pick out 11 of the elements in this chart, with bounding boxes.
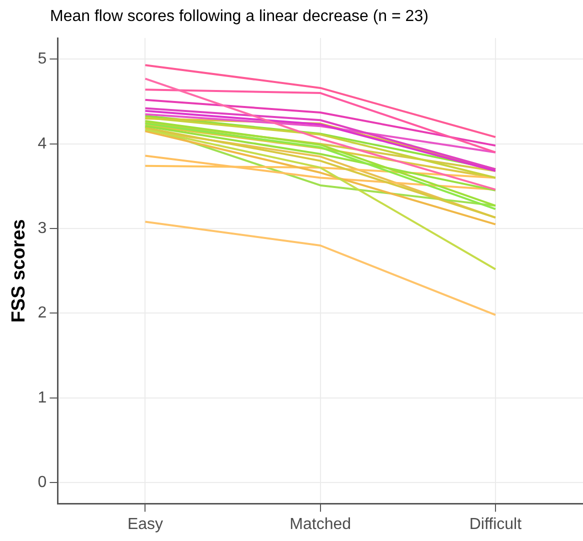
- y-tick-label: 5: [38, 50, 47, 68]
- y-axis-title: FSS scores: [8, 219, 30, 323]
- y-tick-label: 2: [38, 304, 47, 322]
- y-tick-label: 3: [38, 220, 47, 237]
- x-tick-label: Difficult: [469, 516, 522, 533]
- x-tick-label: Easy: [127, 516, 164, 533]
- x-tick-label: Matched: [290, 516, 352, 533]
- chart-title: Mean flow scores following a linear decrease (n = 23): [50, 8, 428, 26]
- y-tick-label: 0: [38, 474, 47, 492]
- y-tick-label: 4: [38, 135, 47, 152]
- y-tick-label: 1: [38, 389, 47, 406]
